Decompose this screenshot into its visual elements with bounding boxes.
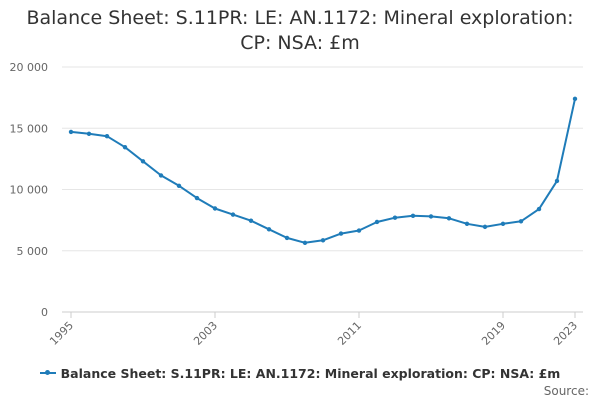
- chart-title-line-2: CP: NSA: £m: [240, 32, 360, 54]
- data-point-2023: [572, 96, 578, 102]
- data-point-2014: [410, 213, 416, 219]
- x-tick-label-2023: 2023: [551, 319, 580, 348]
- data-point-2020: [518, 219, 524, 224]
- series-line-0: [70, 97, 576, 244]
- data-point-2004: [230, 212, 236, 217]
- data-point-2005: [248, 218, 254, 223]
- y-axis-ticks: 0 5 000 10 000 15 000 20 000: [10, 61, 49, 319]
- data-point-1999: [140, 159, 146, 164]
- y-tick-label-10000: 10 000: [10, 184, 49, 197]
- y-tick-label-20000: 20 000: [10, 61, 49, 74]
- x-axis: 1995 2003 2011 2019 2023: [47, 312, 580, 348]
- data-point-1998: [122, 145, 128, 150]
- data-point-2009: [320, 238, 326, 243]
- data-point-2012: [374, 219, 380, 225]
- data-point-2003: [212, 206, 218, 211]
- data-point-2001: [176, 183, 182, 189]
- legend-label: Balance Sheet: S.11PR: LE: AN.1172: Mine…: [60, 366, 561, 381]
- data-point-2010: [338, 231, 344, 236]
- data-point-2011: [356, 228, 362, 233]
- chart-title: Balance Sheet: S.11PR: LE: AN.1172: Mine…: [0, 6, 600, 56]
- chart-title-line-1: Balance Sheet: S.11PR: LE: AN.1172: Mine…: [26, 7, 574, 29]
- data-point-2015: [428, 214, 434, 219]
- x-tick-label-2003: 2003: [191, 319, 220, 348]
- data-point-2008: [302, 240, 308, 245]
- data-point-2002: [194, 195, 200, 201]
- data-point-2016: [446, 216, 452, 221]
- data-point-2017: [464, 221, 470, 226]
- x-tick-label-2019: 2019: [479, 319, 508, 348]
- data-point-2007: [284, 235, 290, 241]
- legend[interactable]: Balance Sheet: S.11PR: LE: AN.1172: Mine…: [0, 366, 600, 381]
- data-point-2013: [392, 215, 398, 220]
- data-point-2021: [536, 206, 542, 212]
- x-tick-label-1995: 1995: [47, 319, 76, 348]
- data-point-2022: [554, 178, 560, 184]
- gridlines: [62, 66, 583, 313]
- data-point-2018: [482, 224, 488, 230]
- y-tick-label-15000: 15 000: [10, 122, 49, 135]
- y-tick-label-0: 0: [41, 306, 48, 319]
- data-point-1997: [104, 134, 110, 139]
- y-tick-label-5000: 5 000: [17, 245, 49, 258]
- data-point-1996: [86, 131, 92, 136]
- data-point-1995: [68, 129, 74, 135]
- data-point-2006: [266, 227, 272, 232]
- data-point-2000: [158, 173, 164, 178]
- x-tick-label-2011: 2011: [335, 319, 364, 348]
- series-layer: [68, 96, 578, 245]
- data-point-2019: [500, 221, 506, 226]
- source-label: Source:: [543, 384, 589, 398]
- legend-swatch-icon: [39, 369, 56, 375]
